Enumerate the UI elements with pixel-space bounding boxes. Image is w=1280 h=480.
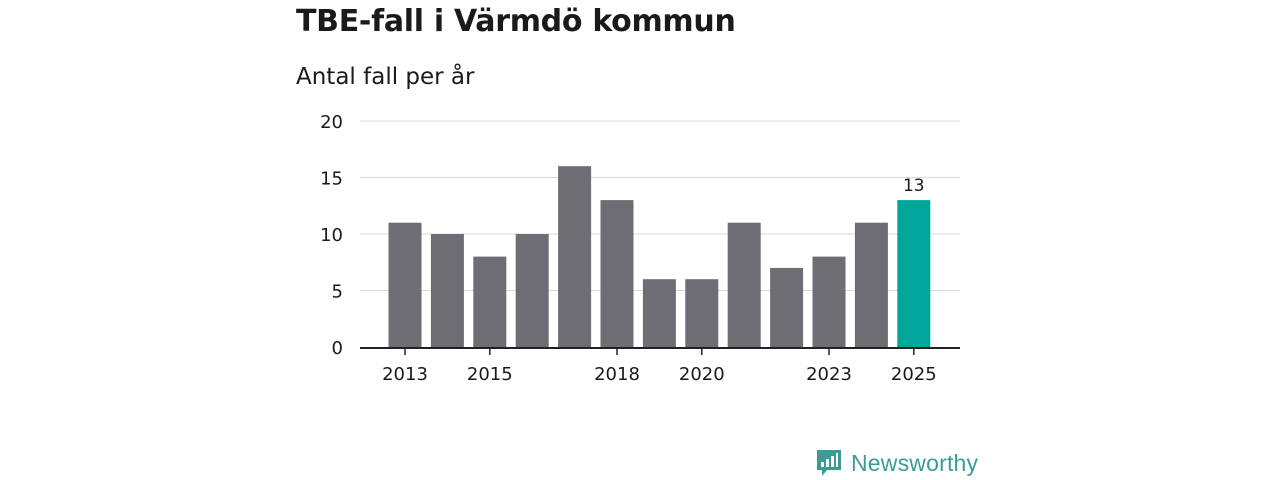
axes [360, 347, 960, 355]
x-tick-label-2020: 2020 [679, 364, 725, 385]
bar-2017 [558, 166, 592, 347]
y-tick-label-20: 20 [320, 112, 343, 133]
y-tick-label-5: 5 [332, 282, 343, 303]
data-label-2025: 13 [903, 176, 925, 196]
x-tick-label-2018: 2018 [594, 364, 640, 385]
bar-2014 [430, 234, 464, 347]
bar-2020 [685, 279, 719, 347]
bar-2021 [727, 222, 761, 347]
chart-subtitle: Antal fall per år [296, 64, 475, 90]
x-tick-label-2023: 2023 [806, 364, 852, 385]
newsworthy-bar-chart-icon [817, 450, 841, 476]
bars [388, 166, 931, 347]
x-tick-label-2025: 2025 [891, 364, 937, 385]
bar-2013 [388, 222, 422, 347]
bar-2016 [515, 234, 549, 347]
y-tick-label-0: 0 [332, 338, 343, 359]
bar-2019 [642, 279, 676, 347]
x-tick-label-2013: 2013 [382, 364, 428, 385]
labels: 0 5 10 15 20 2013 2015 2018 2020 2023 2025 13 [320, 112, 937, 385]
bar-2024 [854, 222, 888, 347]
x-tick-label-2015: 2015 [467, 364, 513, 385]
bar-2023 [812, 256, 846, 347]
bar-2025 [897, 200, 931, 347]
bar-2022 [770, 267, 804, 347]
y-tick-label-10: 10 [320, 225, 343, 246]
brand-name: Newsworthy [851, 449, 979, 476]
y-tick-label-15: 15 [320, 169, 343, 190]
newsworthy-logo: Newsworthy [815, 446, 978, 480]
chart-title: TBE-fall i Värmdö kommun [296, 4, 736, 39]
bar-2018 [600, 200, 634, 347]
bar-2015 [473, 256, 507, 347]
